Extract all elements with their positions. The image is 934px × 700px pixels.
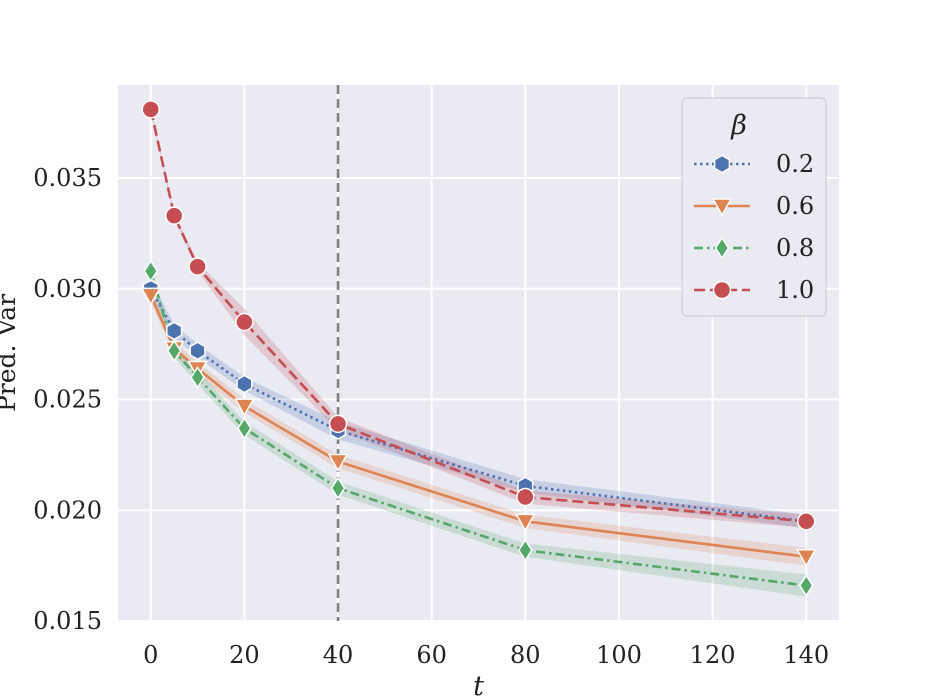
legend-marker-0.2 xyxy=(713,154,731,174)
point-0.6-0 xyxy=(140,287,162,306)
point-0.8-10 xyxy=(190,365,205,389)
point-0.6-140 xyxy=(795,549,817,568)
point-1.0-20 xyxy=(235,312,254,332)
x-tick-labels: 0 20 40 60 80 100 120 140 xyxy=(143,641,829,669)
point-0.2-5 xyxy=(166,321,183,341)
point-0.8-0 xyxy=(143,259,159,283)
y-tick-label: 0.035 xyxy=(33,164,102,192)
legend: β 0.2 0.6 0.8 1.0 xyxy=(681,97,827,317)
point-1.0-5 xyxy=(164,206,184,225)
legend-box xyxy=(681,97,827,317)
legend-marker-0.6 xyxy=(711,198,733,217)
point-0.2-20 xyxy=(236,374,253,394)
series-markers xyxy=(140,100,817,597)
point-0.8-20 xyxy=(237,416,252,440)
band-0.2 xyxy=(150,279,807,528)
point-1.0-10 xyxy=(188,257,207,276)
y-tick-label: 0.025 xyxy=(33,386,102,414)
y-tick-labels: 0.015 0.020 0.025 0.030 0.035 xyxy=(33,164,102,635)
legend-label-0.8: 0.8 xyxy=(776,234,814,262)
point-0.6-80 xyxy=(515,513,536,532)
point-1.0-40 xyxy=(328,414,348,434)
point-0.8-80 xyxy=(517,538,533,562)
x-tick-label: 120 xyxy=(690,641,736,669)
legend-marker-1.0 xyxy=(712,280,732,300)
y-axis-title: Pred. Var xyxy=(0,294,21,412)
point-1.0-0 xyxy=(141,100,161,119)
legend-marker-0.8 xyxy=(714,236,730,260)
x-tick-label: 0 xyxy=(143,641,158,669)
legend-items: 0.2 0.6 0.8 1.0 xyxy=(694,150,814,304)
legend-label-0.6: 0.6 xyxy=(776,192,814,220)
point-0.6-20 xyxy=(234,398,255,417)
point-1.0-80 xyxy=(516,487,535,507)
y-tick-label: 0.020 xyxy=(33,496,102,524)
legend-label-0.2: 0.2 xyxy=(776,150,814,178)
point-0.6-40 xyxy=(327,453,349,473)
point-1.0-140 xyxy=(796,512,816,531)
y-tick-label: 0.030 xyxy=(33,275,102,303)
point-0.8-40 xyxy=(330,476,346,500)
x-tick-label: 60 xyxy=(416,641,447,669)
x-tick-label: 80 xyxy=(510,641,541,669)
x-tick-label: 40 xyxy=(323,641,354,669)
x-tick-label: 140 xyxy=(783,641,829,669)
x-axis-title: t xyxy=(473,671,484,700)
y-tick-label: 0.015 xyxy=(33,607,102,635)
x-tick-label: 20 xyxy=(229,641,260,669)
point-0.2-10 xyxy=(189,341,206,361)
legend-label-1.0: 1.0 xyxy=(776,276,814,304)
point-0.8-5 xyxy=(166,339,182,363)
x-tick-label: 100 xyxy=(596,641,642,669)
band-0.8 xyxy=(150,264,807,597)
legend-title: β xyxy=(730,110,747,141)
point-0.8-140 xyxy=(798,574,814,597)
